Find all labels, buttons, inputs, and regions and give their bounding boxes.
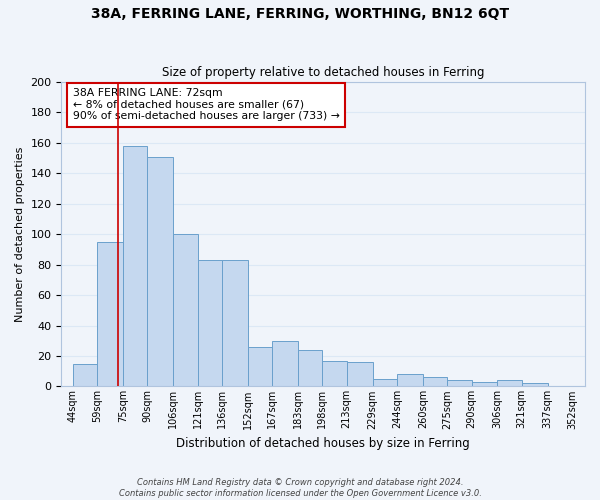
Text: Contains HM Land Registry data © Crown copyright and database right 2024.
Contai: Contains HM Land Registry data © Crown c… [119, 478, 481, 498]
Bar [472, 382, 497, 386]
Y-axis label: Number of detached properties: Number of detached properties [15, 146, 25, 322]
Bar [347, 362, 373, 386]
Bar [248, 347, 272, 387]
Bar [423, 378, 447, 386]
Bar [298, 350, 322, 387]
Bar [272, 340, 298, 386]
Bar [522, 384, 548, 386]
Bar [73, 364, 97, 386]
Bar [173, 234, 197, 386]
Bar [373, 379, 397, 386]
Text: 38A FERRING LANE: 72sqm
← 8% of detached houses are smaller (67)
90% of semi-det: 38A FERRING LANE: 72sqm ← 8% of detached… [73, 88, 340, 122]
Bar [222, 260, 248, 386]
Bar [322, 360, 347, 386]
Bar [497, 380, 522, 386]
X-axis label: Distribution of detached houses by size in Ferring: Distribution of detached houses by size … [176, 437, 470, 450]
Bar [447, 380, 472, 386]
Title: Size of property relative to detached houses in Ferring: Size of property relative to detached ho… [162, 66, 484, 80]
Bar [197, 260, 222, 386]
Bar [397, 374, 423, 386]
Bar [97, 242, 123, 386]
Bar [148, 156, 173, 386]
Text: 38A, FERRING LANE, FERRING, WORTHING, BN12 6QT: 38A, FERRING LANE, FERRING, WORTHING, BN… [91, 8, 509, 22]
Bar [123, 146, 148, 386]
